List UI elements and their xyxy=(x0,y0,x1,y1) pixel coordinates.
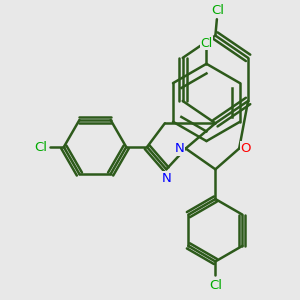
Text: N: N xyxy=(161,172,171,185)
Text: Cl: Cl xyxy=(200,37,213,50)
Text: O: O xyxy=(241,142,251,155)
Text: N: N xyxy=(174,142,184,155)
Text: Cl: Cl xyxy=(211,4,224,17)
Text: Cl: Cl xyxy=(34,140,47,154)
Text: Cl: Cl xyxy=(209,279,222,292)
